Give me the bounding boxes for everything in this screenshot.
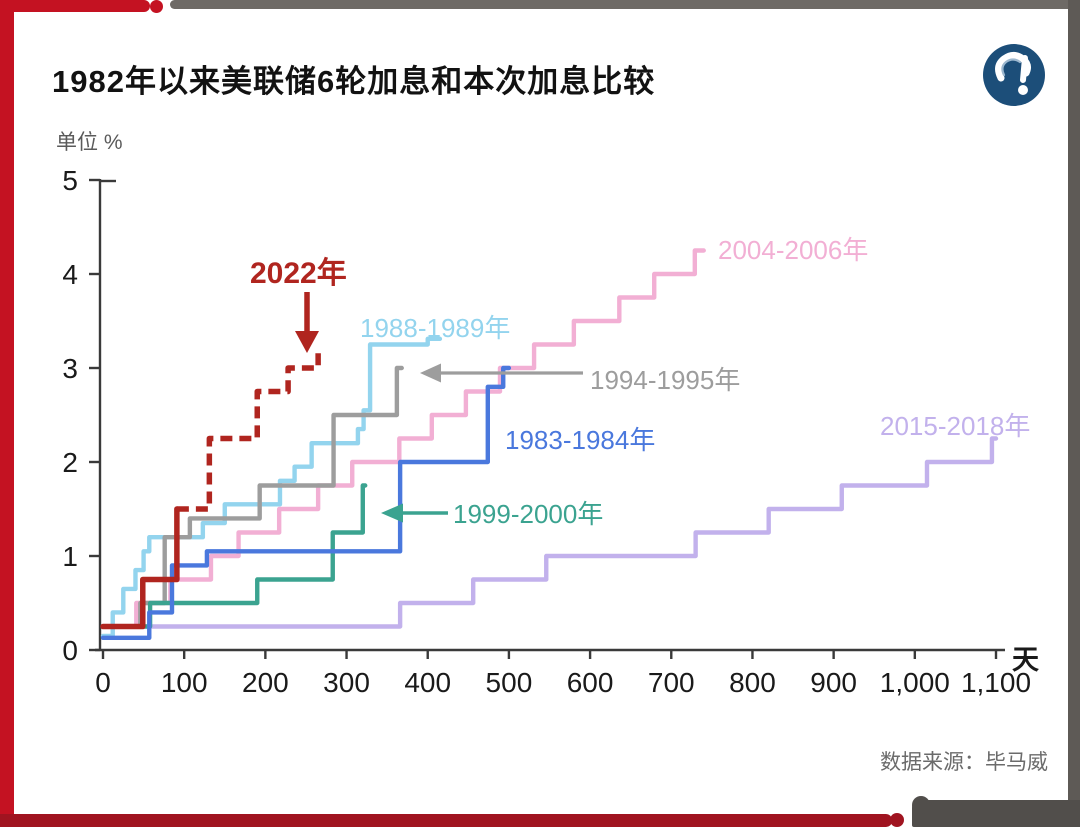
logo-question-swirl-icon xyxy=(995,52,1031,95)
frame-top-red-bar xyxy=(0,0,150,12)
y-tick-label: 2 xyxy=(62,447,78,478)
x-tick-label: 0 xyxy=(95,667,111,698)
frame-bottom-red-bar xyxy=(0,814,892,827)
x-tick-label: 800 xyxy=(729,667,776,698)
x-tick-label: 300 xyxy=(323,667,370,698)
series-label-1983-1984: 1983-1984年 xyxy=(505,425,656,455)
arrow-2022-down-icon xyxy=(295,292,319,353)
arrow-1999-left-icon xyxy=(381,503,448,523)
series-line-1994-1995 xyxy=(100,365,404,629)
series-line-2022 xyxy=(100,506,180,630)
series-line-2015-2018 xyxy=(100,436,999,629)
x-tick-label: 500 xyxy=(486,667,533,698)
x-tick-label: 200 xyxy=(242,667,289,698)
annotation-arrows xyxy=(295,292,583,523)
page-title: 1982年以来美联储6轮加息和本次加息比较 xyxy=(52,64,656,99)
series-label-1988-1989: 1988-1989年 xyxy=(360,313,511,343)
x-tick-label: 700 xyxy=(648,667,695,698)
axes: 0 1 2 3 4 5 0 100 200 300 400 500 600 700 800 900 1,000 1… xyxy=(62,165,1031,698)
series-line-1983-1984 xyxy=(100,365,512,640)
series-line-2022 xyxy=(176,346,321,512)
x-tick-label: 1,100 xyxy=(961,667,1031,698)
x-tick-label: 900 xyxy=(810,667,857,698)
frame-left-red-bar xyxy=(0,0,14,827)
series-label-2015-2018: 2015-2018年 xyxy=(880,411,1031,441)
frame-bottom-gray-bar xyxy=(912,800,1080,827)
y-tick-label: 4 xyxy=(62,259,78,290)
frame-top-gray-bar xyxy=(170,0,1080,9)
x-tick-label: 1,000 xyxy=(880,667,950,698)
series-label-2004-2006: 2004-2006年 xyxy=(718,235,869,265)
y-tick-label: 3 xyxy=(62,353,78,384)
data-source-label: 数据来源：毕马威 xyxy=(880,751,1048,774)
arrow-1994-left-icon xyxy=(420,363,583,383)
x-tick-label: 400 xyxy=(404,667,451,698)
series-line-2004-2006 xyxy=(100,248,706,629)
frame-right-gray-bar xyxy=(1068,0,1080,800)
y-tick-label: 0 xyxy=(62,635,78,666)
frame-top-red-blob xyxy=(150,0,163,13)
publisher-logo xyxy=(983,44,1045,106)
x-tick-label: 100 xyxy=(161,667,208,698)
series-lines xyxy=(100,248,999,640)
frame-bottom-red-blob xyxy=(890,813,904,827)
series-line-1988-1989 xyxy=(100,336,443,639)
frame-bottom-gray-blob xyxy=(912,796,930,814)
y-tick-label: 5 xyxy=(62,165,78,196)
y-axis-unit-label: 单位 % xyxy=(56,131,123,154)
x-axis-unit-label: 天 xyxy=(1012,645,1039,675)
y-tick-label: 1 xyxy=(62,541,78,572)
series-label-1994-1995: 1994-1995年 xyxy=(590,365,741,395)
series-label-2022: 2022年 xyxy=(250,257,347,290)
x-tick-label: 600 xyxy=(567,667,614,698)
series-label-1999-2000: 1999-2000年 xyxy=(453,499,604,529)
